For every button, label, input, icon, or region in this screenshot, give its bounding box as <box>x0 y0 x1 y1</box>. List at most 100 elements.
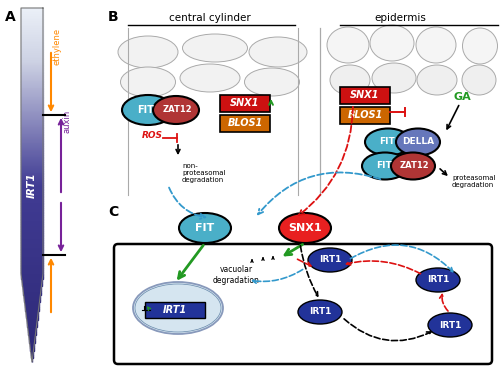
Bar <box>21 203 43 205</box>
Text: epidermis: epidermis <box>374 13 426 23</box>
Bar <box>21 22 43 24</box>
Ellipse shape <box>249 37 307 67</box>
Ellipse shape <box>365 128 411 155</box>
Bar <box>21 221 43 222</box>
Bar <box>30 352 34 353</box>
Bar <box>21 243 43 245</box>
Bar <box>21 137 43 139</box>
Bar <box>21 197 43 199</box>
Bar <box>21 194 43 196</box>
Bar <box>31 355 33 357</box>
Bar <box>27 321 37 323</box>
Bar <box>21 50 43 52</box>
Bar <box>21 226 43 228</box>
Ellipse shape <box>308 248 352 272</box>
Bar <box>26 311 38 312</box>
Bar <box>21 240 43 242</box>
FancyBboxPatch shape <box>340 107 390 124</box>
Bar <box>21 63 43 65</box>
Bar <box>22 280 42 282</box>
Bar <box>21 249 43 250</box>
Bar <box>21 11 43 13</box>
Bar <box>23 289 41 291</box>
Bar <box>21 187 43 189</box>
Bar <box>21 134 43 135</box>
Text: ZAT12: ZAT12 <box>399 161 429 171</box>
Bar <box>21 29 43 31</box>
Bar <box>25 305 39 307</box>
Bar <box>21 165 43 167</box>
Text: IRT1: IRT1 <box>163 305 187 315</box>
Bar <box>21 148 43 149</box>
Bar <box>21 36 43 38</box>
Text: GA: GA <box>453 92 471 102</box>
Bar <box>21 79 43 81</box>
Bar <box>21 205 43 206</box>
Ellipse shape <box>416 268 460 292</box>
Ellipse shape <box>391 152 435 179</box>
Bar <box>21 185 43 187</box>
Text: non-
proteasomal
degradation: non- proteasomal degradation <box>182 163 226 183</box>
Text: FIT: FIT <box>138 105 154 115</box>
Ellipse shape <box>298 300 342 324</box>
FancyBboxPatch shape <box>220 114 270 131</box>
Bar <box>24 304 40 305</box>
Bar <box>21 160 43 162</box>
Bar <box>21 118 43 120</box>
Bar <box>21 242 43 243</box>
Bar <box>21 162 43 164</box>
Ellipse shape <box>417 65 457 95</box>
Bar <box>21 86 43 88</box>
Text: A: A <box>5 10 16 24</box>
Ellipse shape <box>362 152 408 179</box>
Bar <box>21 176 43 178</box>
Bar <box>24 302 40 304</box>
Text: B: B <box>108 10 118 24</box>
Text: BLOS1: BLOS1 <box>348 110 382 120</box>
Text: IRT1: IRT1 <box>309 307 331 316</box>
Bar <box>28 325 36 327</box>
Bar <box>21 224 43 226</box>
Bar <box>21 173 43 174</box>
Bar <box>22 277 42 279</box>
Text: ZAT12: ZAT12 <box>162 105 192 114</box>
Bar <box>21 33 43 34</box>
Text: FIT: FIT <box>196 223 214 233</box>
Text: proteasomal
degradation: proteasomal degradation <box>452 175 496 188</box>
Ellipse shape <box>120 67 176 97</box>
Bar <box>21 206 43 208</box>
Text: ethylene: ethylene <box>53 28 62 65</box>
Bar <box>21 272 43 273</box>
Bar <box>21 18 43 20</box>
Bar <box>21 109 43 111</box>
Bar <box>30 350 34 352</box>
Bar <box>21 174 43 176</box>
Bar <box>21 98 43 100</box>
Bar <box>24 298 40 300</box>
Bar <box>21 47 43 49</box>
Ellipse shape <box>118 36 178 68</box>
Bar <box>28 336 35 337</box>
Text: C: C <box>108 205 118 219</box>
Bar <box>21 263 43 265</box>
Text: auxin: auxin <box>63 110 72 133</box>
Bar <box>24 295 40 296</box>
Bar <box>21 128 43 130</box>
Bar <box>21 93 43 95</box>
Bar <box>21 196 43 197</box>
Bar <box>21 88 43 90</box>
Ellipse shape <box>179 213 231 243</box>
Bar <box>21 102 43 104</box>
Bar <box>21 40 43 42</box>
Ellipse shape <box>396 128 440 155</box>
Bar <box>30 344 34 346</box>
Bar <box>25 307 39 309</box>
Ellipse shape <box>462 28 498 64</box>
Bar <box>21 141 43 142</box>
Bar <box>21 270 43 272</box>
Text: IRT1: IRT1 <box>319 256 341 265</box>
Bar <box>21 34 43 36</box>
Ellipse shape <box>244 68 300 96</box>
Ellipse shape <box>327 27 369 63</box>
Bar <box>21 250 43 252</box>
